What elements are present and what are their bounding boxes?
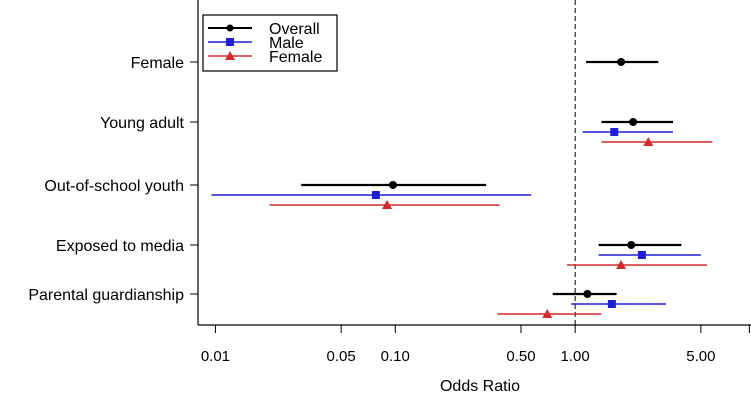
legend-label-overall: Overall	[269, 21, 320, 38]
male-point	[607, 300, 616, 308]
category-label: Exposed to media	[56, 238, 184, 255]
female-point	[643, 137, 654, 146]
category-label: Parental guardianship	[28, 287, 184, 304]
female-point	[382, 200, 393, 209]
legend-box	[202, 14, 338, 72]
legend-marker-female	[225, 51, 235, 60]
male-point	[610, 128, 619, 136]
legend-marker-male	[226, 38, 234, 46]
x-tick-label: 0.01	[201, 348, 230, 365]
category-label: Out-of-school youth	[44, 178, 184, 195]
x-tick-label: 1.00	[561, 348, 590, 365]
legend-label-male: Male	[269, 35, 304, 52]
x-tick-label: 0.50	[506, 348, 535, 365]
male-point	[371, 191, 380, 199]
overall-point	[629, 118, 638, 126]
female-point	[616, 260, 627, 269]
overall-point	[388, 181, 397, 189]
female-point	[542, 309, 553, 318]
legend-marker-overall	[226, 24, 234, 32]
category-label: Female	[131, 55, 184, 72]
overall-point	[627, 241, 636, 249]
x-tick-label: 0.05	[327, 348, 356, 365]
category-label: Young adult	[100, 115, 184, 132]
plot-area: 0.01 0.05 0.10 0.50 1.00 5.00 Female Young adul…	[28, 0, 751, 365]
overall-point	[617, 58, 626, 66]
overall-point	[583, 290, 592, 298]
x-tick-label: 5.00	[686, 348, 715, 365]
male-point	[637, 251, 646, 259]
legend-label-female: Female	[269, 49, 322, 66]
x-axis-title: Odds Ratio	[440, 378, 520, 394]
x-tick-label: 0.10	[381, 348, 410, 365]
